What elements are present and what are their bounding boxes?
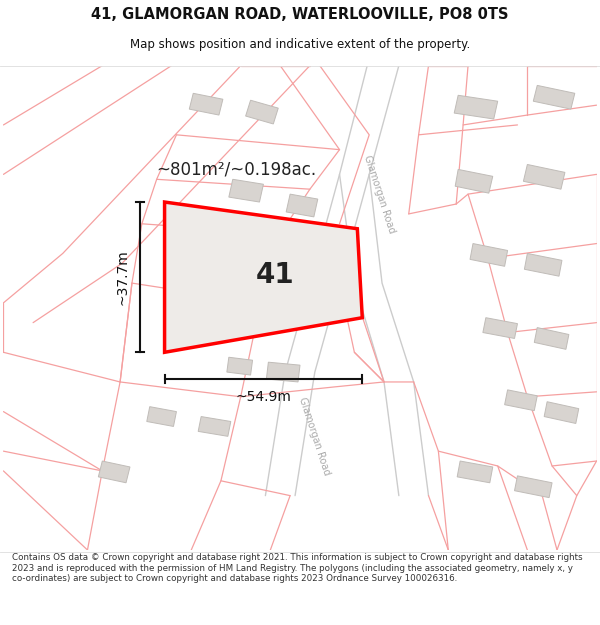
Polygon shape [164,202,362,352]
Polygon shape [505,390,537,411]
Text: Glamorgan Road: Glamorgan Road [362,154,397,234]
Polygon shape [245,100,278,124]
Text: 41, GLAMORGAN ROAD, WATERLOOVILLE, PO8 0TS: 41, GLAMORGAN ROAD, WATERLOOVILLE, PO8 0… [91,7,509,22]
Polygon shape [544,402,579,424]
Polygon shape [189,93,223,115]
Polygon shape [534,328,569,349]
Text: Map shows position and indicative extent of the property.: Map shows position and indicative extent… [130,38,470,51]
Polygon shape [483,318,517,339]
Polygon shape [524,254,562,276]
Text: ~37.7m: ~37.7m [116,249,130,305]
Text: 41: 41 [256,261,295,289]
Polygon shape [266,362,300,382]
Polygon shape [533,86,575,109]
Polygon shape [523,164,565,189]
Text: Glamorgan Road: Glamorgan Road [298,396,332,477]
Polygon shape [457,461,493,482]
Text: ~801m²/~0.198ac.: ~801m²/~0.198ac. [157,161,317,178]
Polygon shape [454,95,498,119]
Polygon shape [198,416,231,436]
Polygon shape [286,194,318,217]
Polygon shape [227,357,253,375]
Polygon shape [98,461,130,482]
Polygon shape [147,407,176,426]
Text: ~54.9m: ~54.9m [235,390,292,404]
Polygon shape [470,244,508,266]
Polygon shape [515,476,552,498]
Polygon shape [229,179,263,202]
Polygon shape [455,169,493,193]
Text: Contains OS data © Crown copyright and database right 2021. This information is : Contains OS data © Crown copyright and d… [12,553,583,583]
